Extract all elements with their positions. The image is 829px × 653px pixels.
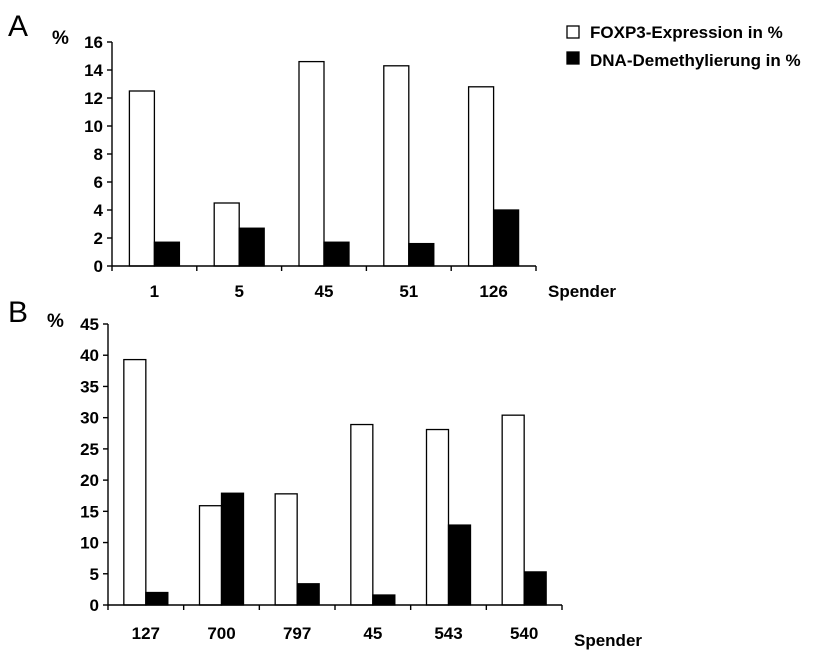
panel-a-x-tick-label: 51 [399, 282, 418, 301]
panel-b-y-tick-label: 0 [90, 596, 99, 615]
panel-b-bar-dna-540 [523, 571, 547, 606]
panel-b-bar-foxp3-797 [274, 493, 298, 606]
panel-a-y-tick-label: 2 [94, 229, 103, 248]
panel-b-bar-foxp3-543 [425, 428, 450, 606]
panel-a-x-title: Spender [548, 282, 616, 301]
panel-b-y-tick-label: 15 [80, 502, 99, 521]
panel-b-y-tick-label: 10 [80, 534, 99, 553]
panel-a-x-tick-label: 5 [234, 282, 243, 301]
legend-label-foxp3: FOXP3-Expression in % [590, 23, 783, 42]
panel-b-x-title: Spender [574, 631, 642, 650]
panel-a-bar-dna-5 [238, 227, 265, 267]
panel-b-bar-dna-700 [220, 492, 245, 606]
panel-a-plot: 0 2 4 6 8 10 12 14 16 1 5 45 51 126 [84, 33, 537, 301]
panel-a-bar-dna-45 [323, 241, 350, 267]
panel-b-bar-foxp3-700 [198, 505, 223, 606]
panel-b-y-tick-label: 5 [90, 565, 99, 584]
panel-b-letter: B [8, 296, 28, 329]
panel-b-y-tick-label: 40 [80, 346, 99, 365]
panel-b-bar-foxp3-45 [350, 423, 374, 606]
panel-b-x-tick-label: 127 [132, 624, 160, 643]
panel-a-letter: A [8, 10, 28, 43]
panel-b-y-tick-label: 35 [80, 377, 99, 396]
panel-a-bar-foxp3-5 [213, 202, 240, 267]
panel-a-bar-foxp3-126 [467, 86, 495, 267]
panel-b-x-tick-label: 797 [283, 624, 311, 643]
panel-b-x-tick-label: 543 [434, 624, 462, 643]
panel-b-bar-dna-45 [372, 594, 396, 606]
panel-b-bar-dna-543 [447, 524, 472, 606]
panel-b-y-tick-label: 25 [80, 440, 99, 459]
panel-a-y-tick-label: 0 [94, 257, 103, 276]
panel-a-bar-foxp3-45 [298, 60, 325, 267]
panel-a-bar-dna-1 [153, 241, 181, 267]
panel-b-y-tick-label: 20 [80, 471, 99, 490]
panel-b-bar-foxp3-127 [123, 358, 147, 606]
legend-swatch-foxp3 [566, 25, 580, 39]
legend-label-dna: DNA-Demethylierung in % [590, 51, 801, 70]
panel-a-y-tick-label: 8 [94, 145, 103, 164]
panel-b-y-tick-label: 30 [80, 409, 99, 428]
legend-swatch-dna [566, 51, 580, 65]
panel-a-y-tick-label: 10 [84, 117, 103, 136]
panel-a-y-tick-label: 14 [84, 61, 103, 80]
panel-b-x-tick-label: 540 [510, 624, 538, 643]
panel-b-bar-dna-797 [296, 583, 320, 606]
panel-a-bar-dna-51 [408, 242, 435, 267]
panel-b-x-tick-label: 45 [363, 624, 382, 643]
panel-a-y-tick-label: 4 [94, 201, 104, 220]
panel-b-y-unit: % [47, 311, 64, 332]
panel-b-plot: 0 5 10 15 20 25 30 35 40 45 127 700 797 45 543 540 [80, 315, 563, 643]
panel-b-x-tick-label: 700 [207, 624, 235, 643]
panel-a-bar-foxp3-51 [383, 65, 410, 267]
panel-a-y-unit: % [52, 28, 69, 49]
panel-a-y-tick-label: 16 [84, 33, 103, 52]
legend: FOXP3-Expression in % DNA-Demethylierung… [566, 23, 801, 70]
panel-a-x-tick-label: 45 [315, 282, 334, 301]
panel-b-y-tick-label: 45 [80, 315, 99, 334]
panel-b-bar-dna-127 [145, 591, 169, 606]
panel-a-y-tick-label: 12 [84, 89, 103, 108]
panel-a-x-tick-label: 1 [150, 282, 159, 301]
panel-a-x-tick-label: 126 [479, 282, 507, 301]
panel-a-bar-foxp3-1 [128, 90, 156, 267]
panel-a-y-tick-label: 6 [94, 173, 103, 192]
panel-a-bar-dna-126 [492, 209, 520, 267]
panel-b-bar-foxp3-540 [501, 414, 525, 606]
